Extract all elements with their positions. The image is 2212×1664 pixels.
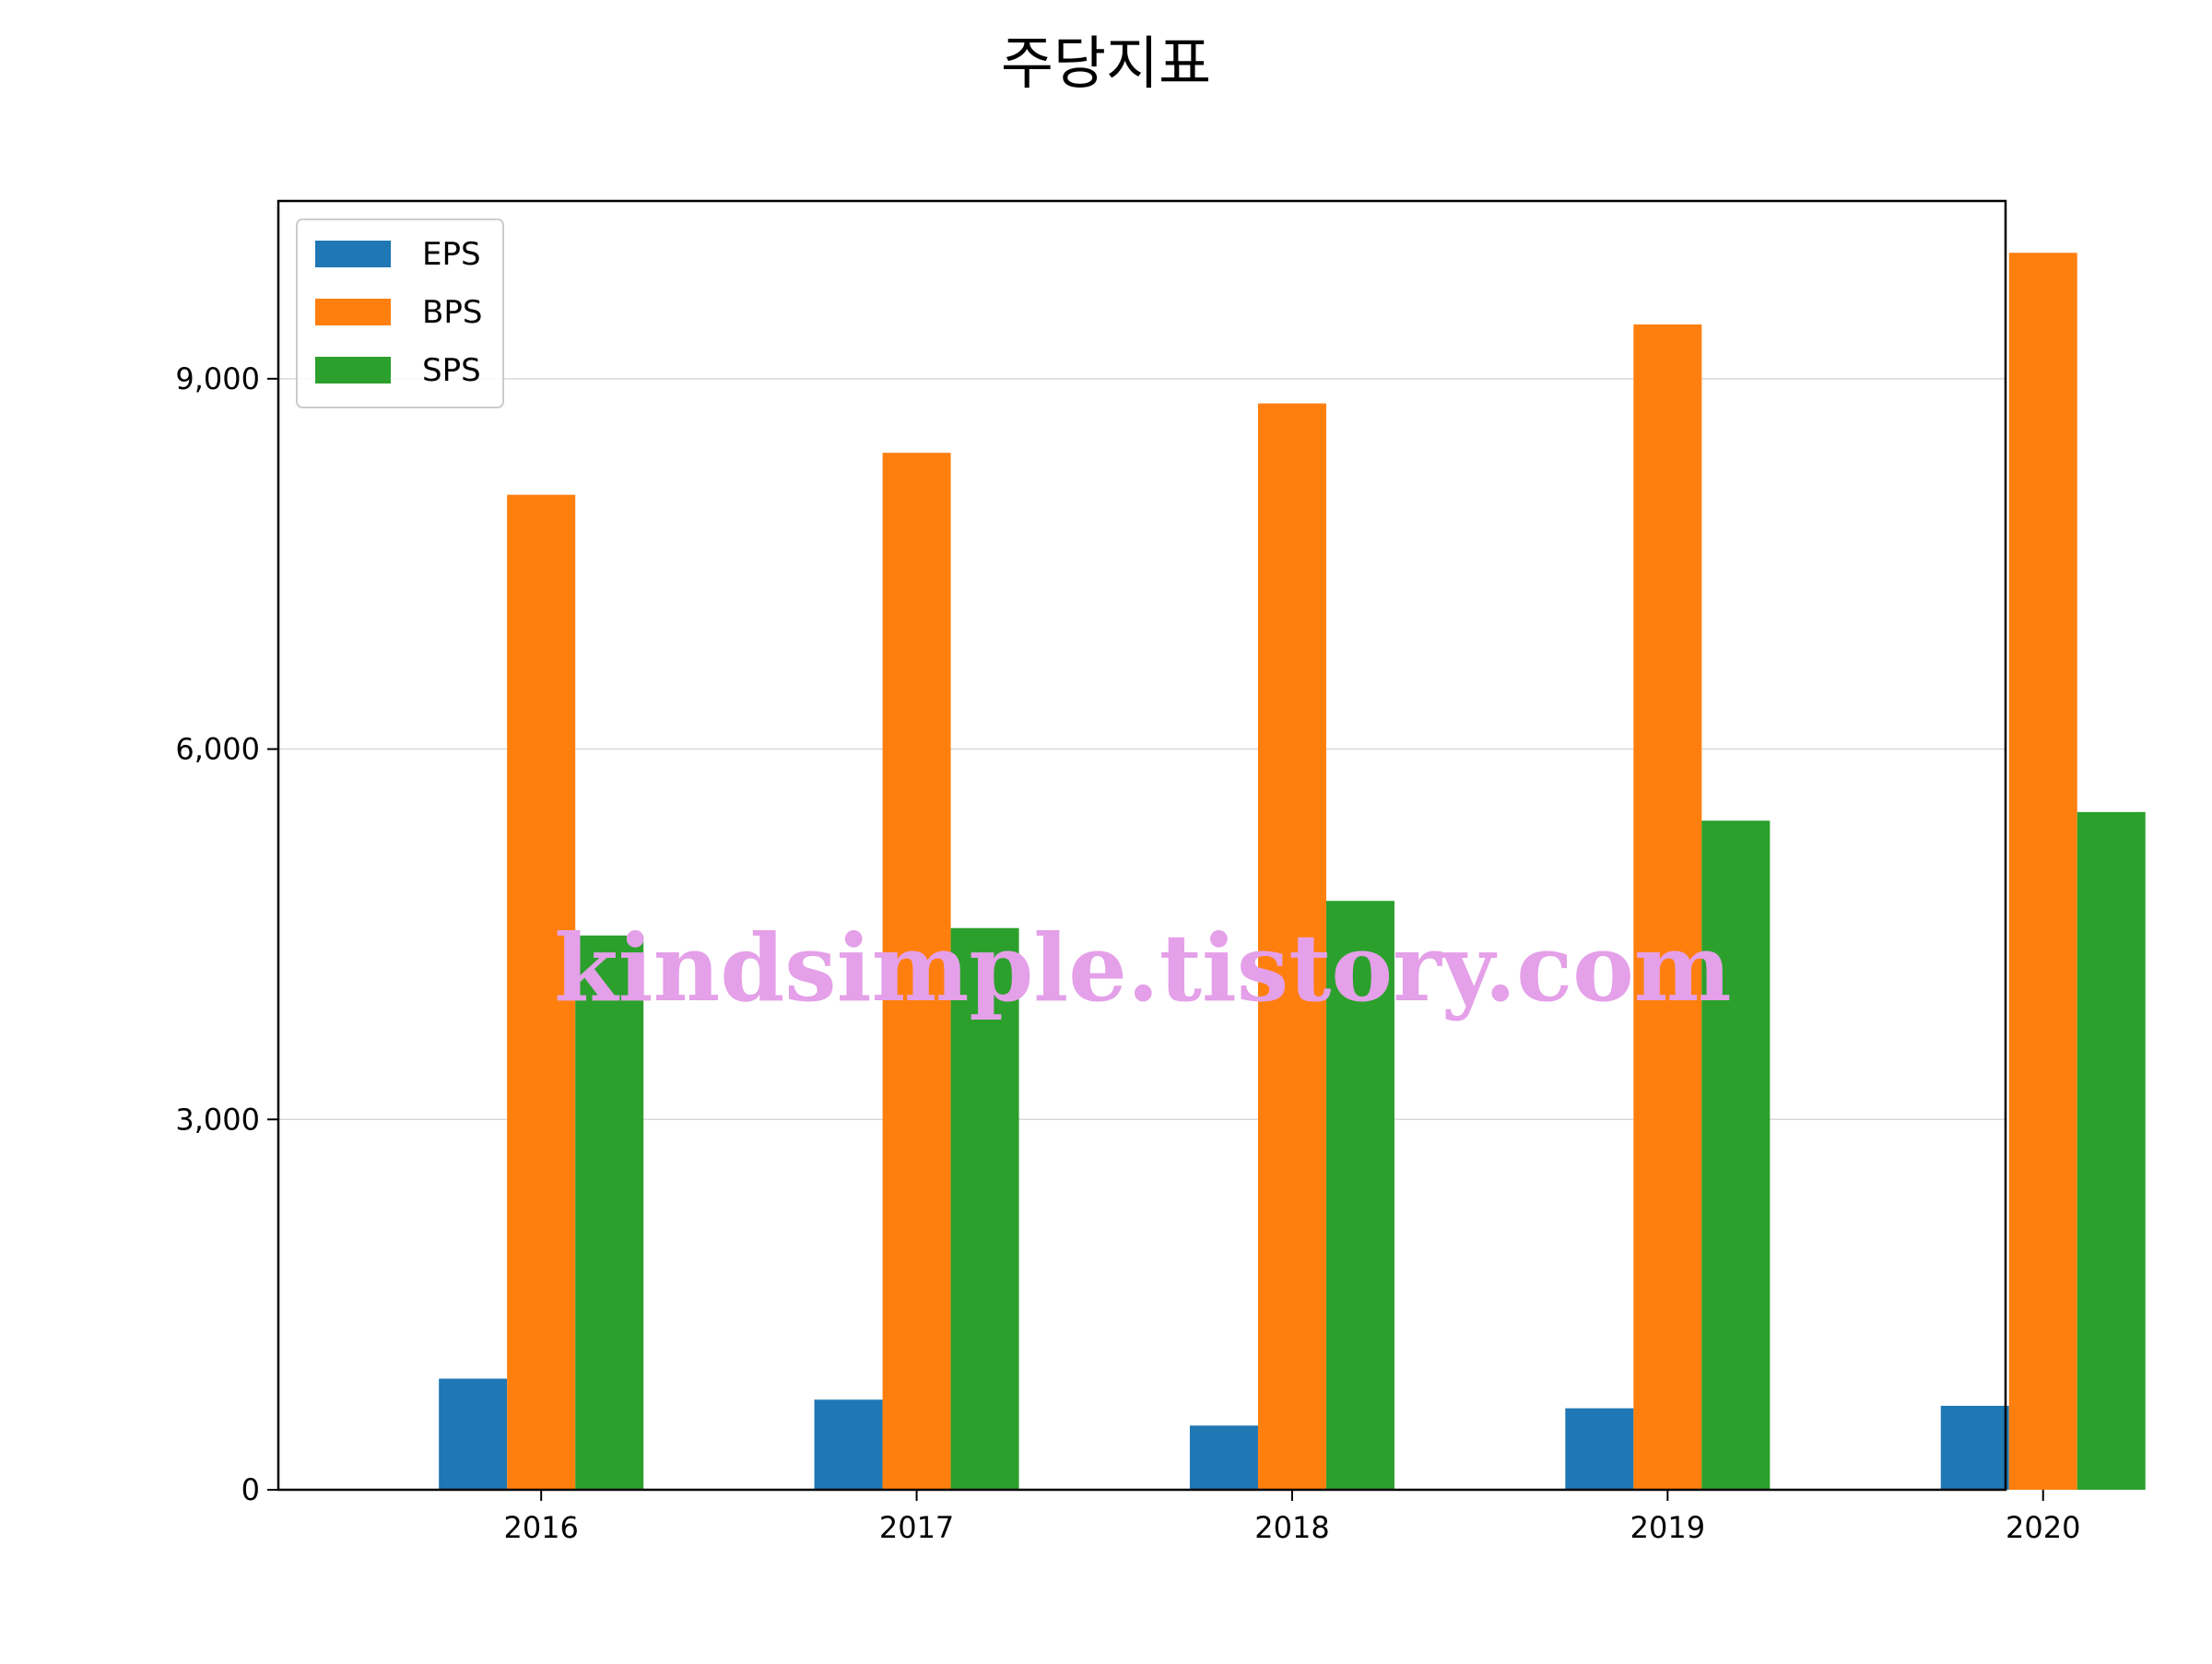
bar-eps [814, 1399, 883, 1490]
legend-swatch [315, 357, 391, 384]
x-tick-label: 2020 [2006, 1510, 2080, 1545]
legend: EPS BPS SPS [296, 218, 504, 408]
bar-sps [1325, 901, 1394, 1490]
bar-bps [2008, 253, 2077, 1490]
legend-label: SPS [422, 352, 481, 389]
bar-eps [1189, 1425, 1258, 1490]
legend-swatch [315, 241, 391, 267]
bar-eps [1940, 1405, 2009, 1490]
bars [439, 253, 2146, 1491]
watermark: kindsimple.tistory.com [554, 914, 1731, 1022]
bar-bps [1257, 403, 1326, 1491]
y-axis-ticks: 0 3,000 6,000 9,000 [175, 361, 278, 1507]
bar-sps [575, 935, 644, 1490]
bar-eps [439, 1378, 508, 1490]
bar-sps [950, 927, 1019, 1490]
x-tick-label: 2016 [503, 1510, 578, 1545]
legend-items: EPS BPS SPS [315, 236, 482, 389]
bar-sps [2077, 811, 2146, 1490]
plot-frame [276, 199, 2007, 1492]
y-tick-label: 3,000 [175, 1102, 260, 1137]
x-axis-ticks: 2016 2017 2018 2019 2020 [503, 1490, 2080, 1545]
x-tick-label: 2019 [1630, 1510, 1705, 1545]
bar-sps [1701, 820, 1771, 1490]
bar-bps [507, 494, 576, 1490]
legend-label: BPS [422, 294, 482, 331]
y-tick-label: 0 [241, 1472, 260, 1507]
legend-label: EPS [422, 236, 481, 273]
x-tick-label: 2017 [879, 1510, 954, 1545]
bar-bps [1633, 324, 1702, 1490]
y-tick-label: 6,000 [175, 732, 260, 767]
legend-swatch [315, 299, 391, 325]
x-tick-label: 2018 [1254, 1510, 1329, 1545]
y-tick-label: 9,000 [175, 361, 260, 396]
chart-title: 주당지표 [1001, 30, 1211, 97]
bar-bps [882, 453, 951, 1491]
bar-eps [1565, 1408, 1634, 1490]
